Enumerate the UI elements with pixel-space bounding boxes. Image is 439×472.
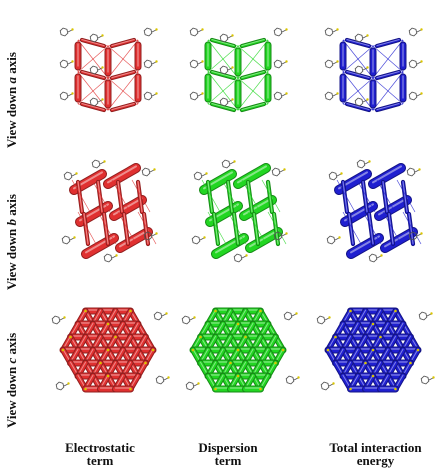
panel-total-interaction-view-c <box>316 307 435 393</box>
column-label-line1: Dispersion <box>198 440 258 455</box>
panel-total-interaction-view-a <box>324 27 423 113</box>
panel-electrostatic-view-c <box>51 307 170 393</box>
panel-total-interaction-view-b <box>326 159 423 263</box>
column-label-line1: Total interaction <box>329 440 422 455</box>
panel-dispersion-view-c <box>181 307 300 393</box>
column-label-line2: term <box>86 453 114 468</box>
column-label-total-interaction: Total interaction energy <box>312 441 439 467</box>
column-label-dispersion: Dispersion term <box>178 441 278 467</box>
column-label-line2: term <box>214 453 242 468</box>
panel-electrostatic-view-a <box>59 27 158 113</box>
panel-dispersion-view-a <box>189 27 288 113</box>
column-label-line2: energy <box>356 453 395 468</box>
panel-dispersion-view-b <box>191 159 288 263</box>
panel-electrostatic-view-b <box>61 159 158 263</box>
column-label-line1: Electrostatic <box>65 440 135 455</box>
column-label-electrostatic: Electrostatic term <box>40 441 160 467</box>
